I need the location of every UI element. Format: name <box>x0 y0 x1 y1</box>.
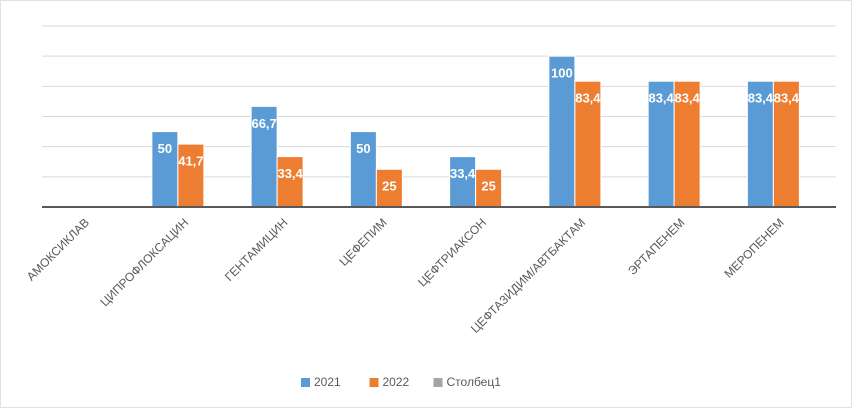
data-label: 83,4 <box>748 91 774 106</box>
bar <box>250 105 278 208</box>
data-label: 66,7 <box>251 116 276 131</box>
data-label: 25 <box>382 179 396 194</box>
data-label: 33,4 <box>450 166 476 181</box>
bar <box>772 80 800 208</box>
data-label: 83,4 <box>774 91 800 106</box>
data-label: 41,7 <box>178 154 203 169</box>
data-label: 83,4 <box>674 91 700 106</box>
legend-label: 2021 <box>314 375 341 389</box>
data-label: 0 <box>88 181 95 196</box>
data-label: 25 <box>481 179 495 194</box>
legend-label: Столбец1 <box>447 375 502 389</box>
data-label: 33,4 <box>277 166 303 181</box>
bar <box>375 168 403 208</box>
bar <box>449 156 477 208</box>
data-label: 83,4 <box>648 91 674 106</box>
bar <box>177 143 205 208</box>
data-label: 50 <box>158 141 172 156</box>
bar <box>574 80 602 208</box>
bar <box>276 156 304 208</box>
legend-label: 2022 <box>383 375 410 389</box>
data-label: 100 <box>551 66 573 81</box>
data-label: 0 <box>62 181 69 196</box>
data-label: 50 <box>356 141 370 156</box>
bar <box>746 80 774 208</box>
legend-swatch <box>301 378 310 387</box>
data-label: 83,4 <box>575 91 601 106</box>
legend-swatch <box>369 378 379 387</box>
legend-swatch <box>433 378 443 387</box>
